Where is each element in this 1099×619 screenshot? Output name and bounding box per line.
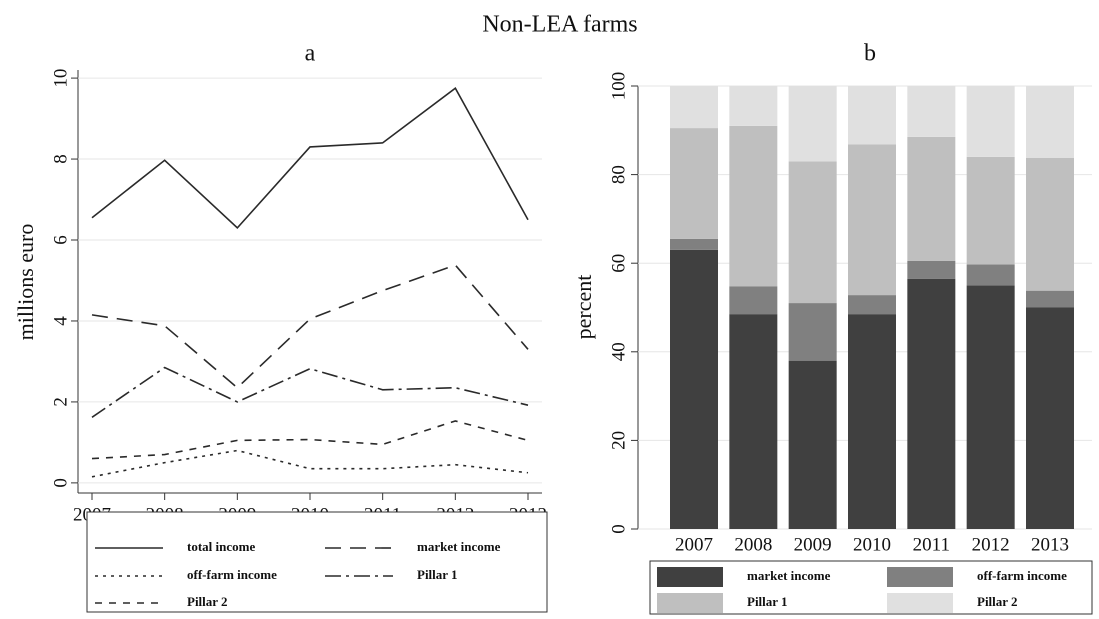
legend-label: Pillar 2 <box>977 594 1018 609</box>
bar-segment <box>848 86 896 145</box>
line-series <box>91 420 529 460</box>
bar-segment <box>1026 307 1074 529</box>
y-tick-label: 100 <box>608 72 629 101</box>
legend-label: off-farm income <box>187 567 277 582</box>
bar-segment <box>907 278 956 529</box>
bar-segment <box>966 156 1015 265</box>
bar-segment <box>788 360 837 529</box>
bar-segment <box>670 128 718 239</box>
bar-segment <box>729 86 778 126</box>
line-series <box>91 87 529 230</box>
y-tick-label: 6 <box>50 235 71 245</box>
bar-segment <box>848 314 896 529</box>
x-tick-label: 2012 <box>972 534 1010 555</box>
bar-segment <box>729 125 778 287</box>
bar-segment <box>788 86 837 162</box>
legend-label: total income <box>187 539 255 554</box>
legend-label: Pillar 1 <box>747 594 788 609</box>
bar-segment <box>670 238 718 250</box>
legend-label: Pillar 2 <box>187 594 228 609</box>
bar-segment <box>907 260 956 279</box>
y-tick-label: 10 <box>50 69 71 88</box>
bar-segment <box>966 285 1015 529</box>
bar-segment <box>670 86 718 129</box>
y-tick-label: 8 <box>50 154 71 164</box>
x-tick-label: 2013 <box>1031 534 1069 555</box>
chart-title: b <box>864 41 876 67</box>
y-tick-label: 0 <box>608 524 629 534</box>
x-tick-label: 2010 <box>853 534 891 555</box>
legend-swatch <box>887 593 953 613</box>
bar-segment <box>729 314 778 529</box>
figure-title: Non-LEA farms <box>482 12 637 38</box>
legend-swatch <box>657 593 723 613</box>
bar-segment <box>729 286 778 315</box>
y-tick-label: 40 <box>608 342 629 361</box>
y-tick-label: 20 <box>608 431 629 450</box>
legend-box <box>86 511 548 613</box>
legend-label: off-farm income <box>977 568 1067 583</box>
y-tick-label: 80 <box>608 165 629 184</box>
bar-segment <box>788 303 837 361</box>
y-tick-label: 2 <box>50 397 71 407</box>
legend-label: market income <box>747 568 831 583</box>
bar-segment <box>670 249 718 529</box>
legend-label: Pillar 1 <box>417 567 458 582</box>
bar-segment <box>788 161 837 304</box>
x-tick-label: 2007 <box>675 534 713 555</box>
x-tick-label: 2011 <box>913 534 950 555</box>
bar-segment <box>1026 290 1074 308</box>
y-tick-label: 60 <box>608 254 629 273</box>
x-tick-label: 2008 <box>734 534 772 555</box>
legend-swatch <box>887 567 953 587</box>
bar-segment <box>907 136 956 261</box>
line-series <box>91 366 529 418</box>
line-series <box>91 449 529 478</box>
x-tick-label: 2009 <box>794 534 832 555</box>
bar-segment <box>907 86 956 137</box>
chart-title: a <box>305 41 316 67</box>
legend-label: market income <box>417 539 501 554</box>
bar-segment <box>966 264 1015 286</box>
y-axis-label: percent <box>571 275 596 340</box>
bar-segment <box>1026 157 1074 291</box>
bar-segment <box>966 86 1015 157</box>
y-tick-label: 0 <box>50 478 71 488</box>
bar-segment <box>848 295 896 315</box>
y-axis-label: millions euro <box>13 224 38 341</box>
legend-box <box>649 560 1093 615</box>
legend-swatch <box>657 567 723 587</box>
y-tick-label: 4 <box>50 316 71 326</box>
bar-segment <box>848 144 896 296</box>
bar-segment <box>1026 86 1074 158</box>
